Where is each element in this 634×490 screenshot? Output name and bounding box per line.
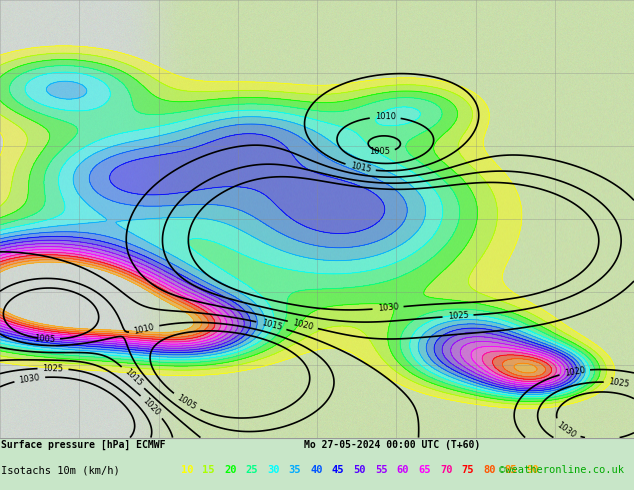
Text: 1015: 1015	[122, 367, 144, 388]
Text: 80: 80	[483, 465, 496, 475]
Text: 1015: 1015	[260, 318, 283, 332]
Text: Mo 27-05-2024 00:00 UTC (T+60): Mo 27-05-2024 00:00 UTC (T+60)	[304, 440, 481, 450]
Text: 55: 55	[375, 465, 387, 475]
Text: ©weatheronline.co.uk: ©weatheronline.co.uk	[500, 465, 624, 475]
Text: 20: 20	[224, 465, 236, 475]
Text: 15: 15	[202, 465, 215, 475]
Text: 30: 30	[267, 465, 280, 475]
Text: 85: 85	[505, 465, 517, 475]
Text: 75: 75	[462, 465, 474, 475]
Text: 1030: 1030	[555, 420, 578, 440]
Text: 1015: 1015	[349, 162, 372, 174]
Text: 35: 35	[288, 465, 301, 475]
Text: 90: 90	[526, 465, 539, 475]
Text: 10: 10	[181, 465, 193, 475]
Text: 1010: 1010	[375, 113, 396, 122]
Text: 25: 25	[245, 465, 258, 475]
Text: 1030: 1030	[18, 373, 41, 385]
Text: 1020: 1020	[141, 396, 162, 417]
Text: 1005: 1005	[369, 147, 390, 155]
Text: 1025: 1025	[447, 311, 469, 321]
Text: 1005: 1005	[175, 393, 198, 412]
Text: 1010: 1010	[133, 322, 155, 336]
Text: 1025: 1025	[42, 364, 63, 373]
Text: 1030: 1030	[377, 303, 399, 313]
Text: 1020: 1020	[564, 366, 586, 378]
Text: 60: 60	[397, 465, 409, 475]
Text: 70: 70	[440, 465, 453, 475]
Text: Isotachs 10m (km/h): Isotachs 10m (km/h)	[1, 465, 120, 475]
Text: 40: 40	[311, 465, 323, 475]
Text: 1025: 1025	[608, 377, 630, 389]
Text: 50: 50	[354, 465, 366, 475]
Text: 45: 45	[332, 465, 344, 475]
Text: 65: 65	[418, 465, 431, 475]
Text: 1005: 1005	[34, 334, 55, 344]
Text: Surface pressure [hPa] ECMWF: Surface pressure [hPa] ECMWF	[1, 440, 165, 450]
Text: 1020: 1020	[292, 318, 314, 332]
